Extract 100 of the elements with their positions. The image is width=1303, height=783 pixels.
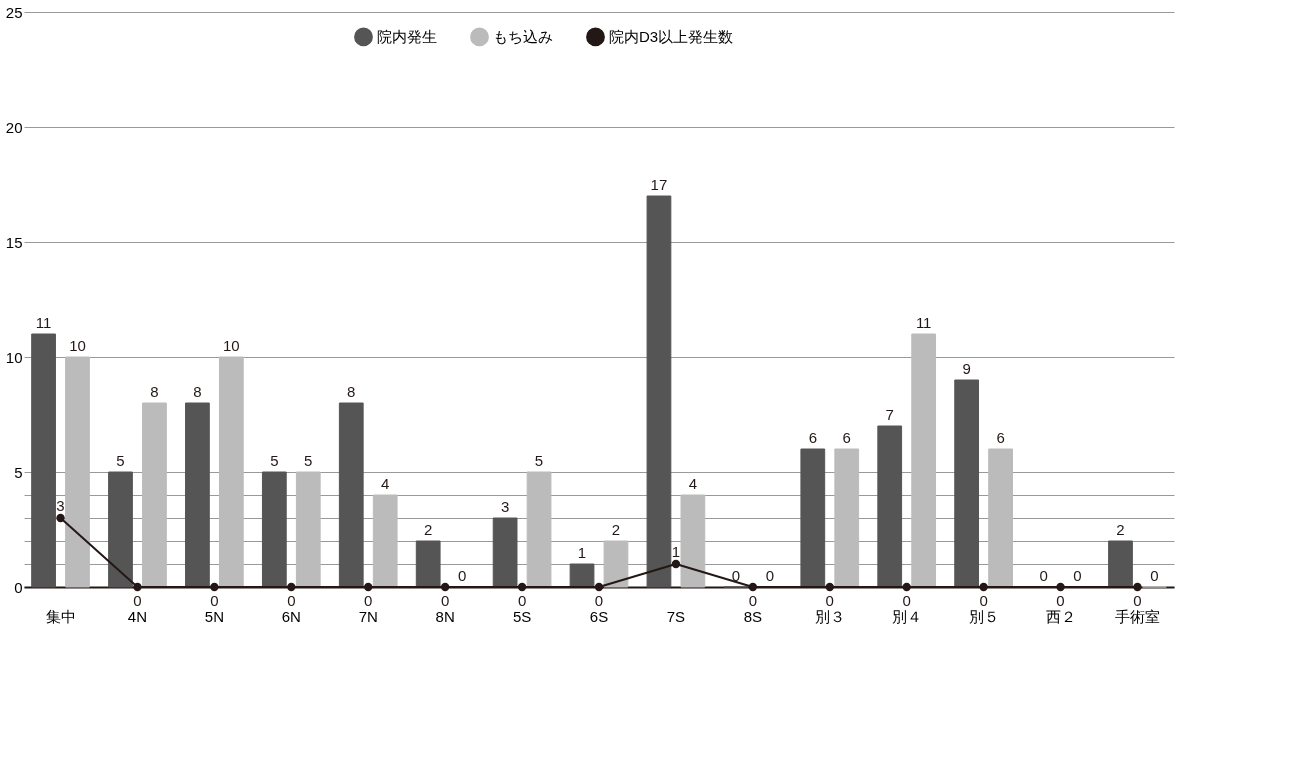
- bar: [492, 517, 518, 588]
- data-label: 0: [1133, 592, 1142, 609]
- bar: [108, 471, 133, 588]
- data-label: 2: [611, 521, 621, 538]
- x-tick-label: 6S: [589, 607, 609, 625]
- data-label: 0: [765, 567, 774, 584]
- y-tick-label: 10: [5, 348, 23, 366]
- legend-label: 院内D3以上発生数: [609, 27, 734, 45]
- point: [210, 582, 219, 592]
- data-label: 3: [56, 497, 65, 514]
- point: [748, 582, 758, 592]
- x-tick-label: 8S: [743, 607, 763, 625]
- bar: [65, 356, 90, 588]
- data-label: 4: [688, 475, 698, 492]
- data-label: 5: [116, 452, 125, 469]
- legend-label: 院内発生: [377, 27, 437, 45]
- data-label: 2: [1116, 521, 1125, 538]
- data-label: 0: [1073, 567, 1082, 584]
- x-tick-label: 集中: [45, 607, 76, 625]
- point: [1133, 582, 1142, 592]
- point: [825, 582, 834, 592]
- data-label: 0: [825, 592, 834, 609]
- data-label: 8: [150, 383, 159, 400]
- point: [440, 582, 450, 592]
- point: [364, 582, 373, 592]
- data-label: 0: [902, 592, 911, 609]
- data-label: 5: [270, 452, 279, 469]
- bar: [646, 195, 672, 588]
- data-label: 0: [440, 592, 450, 609]
- data-label: 11: [35, 314, 52, 331]
- bar: [372, 494, 398, 588]
- data-label: 4: [381, 475, 390, 492]
- point: [594, 582, 604, 592]
- y-tick-label: 25: [5, 3, 23, 21]
- x-tick-label: 5N: [204, 607, 224, 625]
- bar: [526, 471, 552, 588]
- bar: [800, 448, 826, 588]
- bar: [603, 540, 629, 588]
- bar: [988, 448, 1013, 588]
- x-tick-label: 別４: [891, 607, 922, 625]
- bar: [338, 402, 364, 588]
- x-tick-label: 西２: [1045, 607, 1076, 625]
- data-label: 0: [517, 592, 527, 609]
- x-tick-label: 5S: [512, 607, 532, 625]
- data-label: 10: [223, 337, 240, 354]
- point: [902, 582, 911, 592]
- bar: [954, 379, 980, 588]
- data-label: 7: [885, 406, 894, 423]
- point: [671, 559, 681, 569]
- data-label: 8: [347, 383, 356, 400]
- data-label: 0: [1056, 592, 1065, 609]
- data-label: 5: [304, 452, 313, 469]
- bar: [218, 356, 244, 588]
- data-label: 0: [731, 567, 741, 584]
- data-label: 1: [577, 544, 587, 561]
- bar: [295, 471, 321, 588]
- bar: [261, 471, 287, 588]
- bar: [1108, 540, 1133, 588]
- point: [517, 582, 527, 592]
- data-label: 0: [133, 592, 142, 609]
- data-label: 6: [808, 429, 817, 446]
- point: [1056, 582, 1065, 592]
- data-label: 0: [364, 592, 373, 609]
- bar: [911, 333, 937, 588]
- data-label: 0: [1150, 567, 1159, 584]
- point: [287, 582, 296, 592]
- data-label: 8: [193, 383, 202, 400]
- point: [133, 582, 142, 592]
- y-tick-label: 0: [14, 578, 23, 596]
- bar: [185, 402, 210, 588]
- legend-label: もち込み: [493, 27, 553, 45]
- bar: [142, 402, 167, 588]
- data-label: 0: [979, 592, 988, 609]
- bar: [680, 494, 706, 588]
- data-label: 6: [996, 429, 1005, 446]
- data-label: 10: [69, 337, 86, 354]
- data-label: 0: [210, 592, 219, 609]
- bar: [877, 425, 903, 588]
- data-label: 11: [915, 314, 932, 331]
- data-label: 0: [287, 592, 296, 609]
- point: [56, 513, 65, 523]
- bar: [834, 448, 860, 588]
- data-label: 5: [534, 452, 544, 469]
- data-label: 6: [842, 429, 851, 446]
- x-tick-label: 別５: [968, 607, 999, 625]
- bar: [569, 563, 595, 588]
- data-label: 0: [1039, 567, 1048, 584]
- data-label: 9: [962, 360, 971, 377]
- data-label: 3: [500, 498, 510, 515]
- bar: [415, 540, 441, 588]
- x-tick-label: 6N: [281, 607, 301, 625]
- y-tick-label: 20: [5, 118, 23, 136]
- bar: [31, 333, 56, 588]
- x-tick-label: 7N: [358, 607, 378, 625]
- y-tick-label: 15: [5, 233, 23, 251]
- y-tick-label: 5: [14, 463, 23, 481]
- x-tick-label: 8N: [435, 607, 455, 625]
- data-label: 0: [748, 592, 758, 609]
- data-label: 17: [650, 176, 668, 193]
- x-tick-label: 手術室: [1114, 607, 1160, 625]
